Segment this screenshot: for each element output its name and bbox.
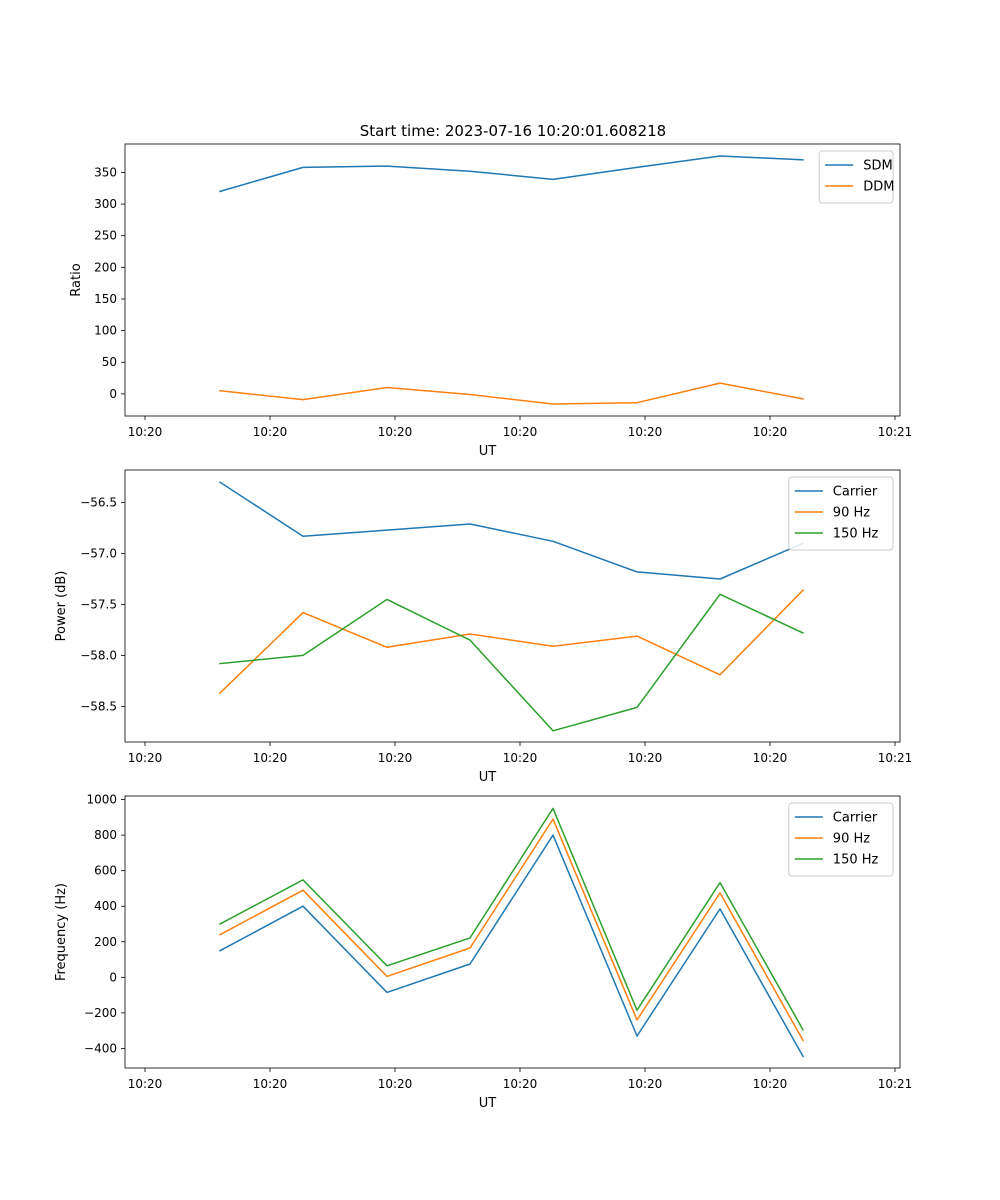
ratio-y-tick-label-0: 0 [109, 387, 117, 401]
frequency-x-tick-label-3: 10:20 [503, 1077, 538, 1091]
frequency-legend-label-2: 150 Hz [833, 853, 879, 868]
frequency-x-axis-label: UT [479, 1096, 497, 1111]
power-x-tick-label-2: 10:20 [378, 751, 413, 765]
power-legend-label-2: 150 Hz [833, 527, 879, 542]
power-series-line-1 [218, 589, 805, 695]
panels: 10:20 10:20 10:20 10:20 10:20 10:20 10:21 0 50 10… [54, 143, 913, 1111]
frequency-y-tick-label-1: −200 [84, 1006, 117, 1020]
frequency-series-line-1 [218, 818, 805, 1042]
power-legend: Carrier 90 Hz 150 Hz [788, 476, 894, 551]
frequency-x-tick-label-0: 10:20 [128, 1077, 163, 1091]
ratio-panel: 10:20 10:20 10:20 10:20 10:20 10:20 10:21 0 50 10… [69, 143, 913, 459]
frequency-y-tick-label-3: 200 [94, 935, 117, 949]
frequency-x-tick-label-4: 10:20 [628, 1077, 663, 1091]
ratio-y-tick-label-3: 150 [94, 292, 117, 306]
ratio-series-line-0 [219, 155, 804, 193]
power-x-tick-label-4: 10:20 [628, 751, 663, 765]
ratio-x-tick-label-1: 10:20 [253, 425, 288, 439]
ratio-series-line-1 [219, 382, 804, 405]
ratio-y-tick-label-7: 350 [94, 165, 117, 179]
ratio-x-tick-label-5: 10:20 [753, 425, 788, 439]
power-legend-label-1: 90 Hz [833, 506, 870, 521]
power-y-tick-label-4: −56.5 [80, 496, 117, 510]
ratio-y-tick-label-1: 50 [102, 355, 117, 369]
frequency-legend-label-1: 90 Hz [833, 832, 870, 847]
ratio-x-tick-label-4: 10:20 [628, 425, 663, 439]
power-y-tick-label-0: −58.5 [80, 699, 117, 713]
ratio-y-tick-label-4: 200 [94, 260, 117, 274]
ratio-y-tick-label-5: 250 [94, 229, 117, 243]
ratio-legend-label-0: SDM [863, 159, 892, 174]
frequency-x-tick-label-1: 10:20 [253, 1077, 288, 1091]
ratio-legend-box [818, 150, 894, 204]
frequency-series-line-2 [218, 807, 805, 1031]
power-legend-box [788, 476, 894, 551]
ratio-x-axis-label: UT [479, 444, 497, 459]
frequency-x-tick-label-6: 10:21 [878, 1077, 913, 1091]
frequency-x-tick-label-5: 10:20 [753, 1077, 788, 1091]
power-x-tick-label-5: 10:20 [753, 751, 788, 765]
frequency-panel: 10:20 10:20 10:20 10:20 10:20 10:20 10:21 −400 −… [54, 793, 912, 1111]
power-x-axis-label: UT [479, 770, 497, 785]
power-y-tick-label-2: −57.5 [80, 597, 117, 611]
frequency-legend-box [788, 802, 894, 877]
ratio-x-tick-label-0: 10:20 [128, 425, 163, 439]
power-y-axis-label: Power (dB) [54, 571, 69, 642]
power-x-tick-label-3: 10:20 [503, 751, 538, 765]
frequency-legend-label-0: Carrier [833, 811, 878, 826]
ratio-axes-frame [124, 143, 901, 417]
power-legend-label-0: Carrier [833, 485, 878, 500]
frequency-series-line-0 [218, 834, 805, 1058]
power-axes-frame [124, 469, 901, 743]
frequency-y-tick-label-7: 1000 [86, 793, 117, 807]
power-x-tick-label-0: 10:20 [128, 751, 163, 765]
ratio-x-tick-label-3: 10:20 [503, 425, 538, 439]
ratio-y-tick-label-6: 300 [94, 197, 117, 211]
frequency-y-tick-label-0: −400 [84, 1041, 117, 1055]
ratio-legend: SDM DDM [818, 150, 894, 204]
frequency-x-tick-label-2: 10:20 [378, 1077, 413, 1091]
power-x-tick-label-1: 10:20 [253, 751, 288, 765]
frequency-legend: Carrier 90 Hz 150 Hz [788, 802, 894, 877]
power-y-tick-label-1: −58.0 [80, 648, 117, 662]
frequency-y-tick-label-2: 0 [109, 970, 117, 984]
frequency-y-tick-label-4: 400 [94, 899, 117, 913]
frequency-y-axis-label: Frequency (Hz) [54, 883, 69, 981]
frequency-y-tick-label-5: 600 [94, 864, 117, 878]
ratio-y-tick-label-2: 100 [94, 324, 117, 338]
ratio-x-tick-label-6: 10:21 [878, 425, 913, 439]
figure-title: Start time: 2023-07-16 10:20:01.608218 [360, 122, 666, 140]
power-series-line-0 [218, 481, 804, 580]
power-panel: 10:20 10:20 10:20 10:20 10:20 10:20 10:21 −58.5… [54, 469, 913, 785]
ratio-x-tick-label-2: 10:20 [378, 425, 413, 439]
ratio-y-axis-label: Ratio [69, 263, 84, 296]
frequency-y-tick-label-6: 800 [94, 828, 117, 842]
power-x-tick-label-6: 10:21 [878, 751, 913, 765]
ratio-legend-label-1: DDM [863, 180, 894, 195]
frequency-axes-frame [124, 795, 901, 1069]
power-y-tick-label-3: −57.0 [80, 547, 117, 561]
power-series-line-2 [219, 593, 804, 732]
